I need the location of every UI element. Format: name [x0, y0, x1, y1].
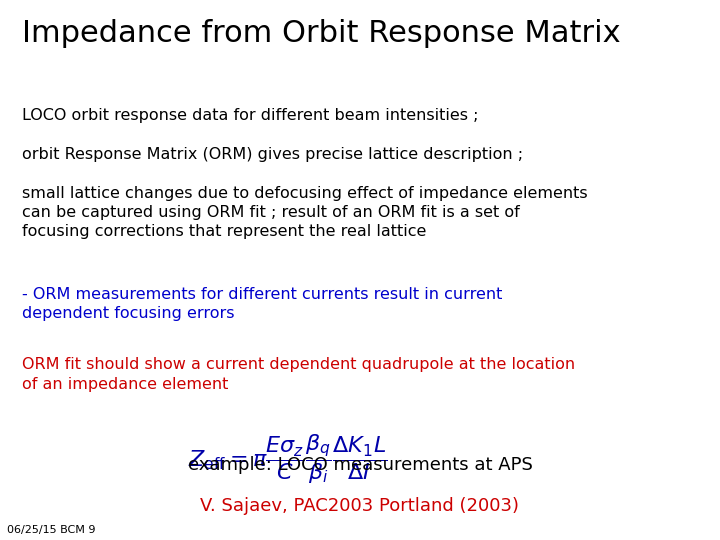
Text: Impedance from Orbit Response Matrix: Impedance from Orbit Response Matrix: [22, 19, 620, 48]
Text: example: LOCO measurements at APS: example: LOCO measurements at APS: [188, 456, 532, 474]
Text: - ORM measurements for different currents result in current
dependent focusing e: - ORM measurements for different current…: [22, 287, 502, 321]
Text: $Z_{\mathrm{eff}} = \pi \dfrac{E\sigma_z}{C} \dfrac{\beta_q}{\beta_i} \dfrac{\De: $Z_{\mathrm{eff}} = \pi \dfrac{E\sigma_z…: [188, 433, 388, 487]
Text: V. Sajaev, PAC2003 Portland (2003): V. Sajaev, PAC2003 Portland (2003): [200, 497, 520, 515]
Text: ORM fit should show a current dependent quadrupole at the location
of an impedan: ORM fit should show a current dependent …: [22, 357, 575, 392]
Text: 06/25/15 BCM 9: 06/25/15 BCM 9: [7, 524, 96, 535]
Text: small lattice changes due to defocusing effect of impedance elements
can be capt: small lattice changes due to defocusing …: [22, 186, 588, 239]
Text: LOCO orbit response data for different beam intensities ;: LOCO orbit response data for different b…: [22, 108, 478, 123]
Text: orbit Response Matrix (ORM) gives precise lattice description ;: orbit Response Matrix (ORM) gives precis…: [22, 147, 523, 162]
